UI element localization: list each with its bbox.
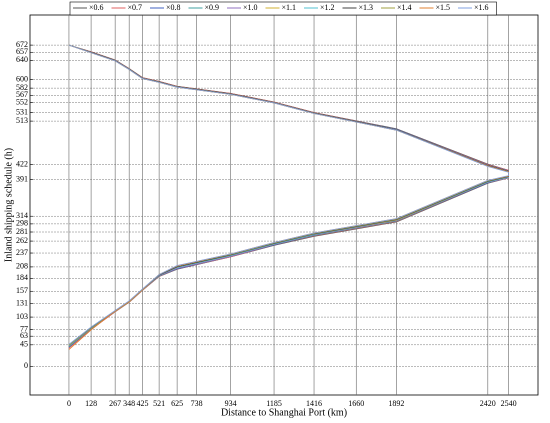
- x-axis-label: Distance to Shanghai Port (km): [221, 407, 347, 418]
- legend-label: ×0.7: [128, 3, 143, 12]
- y-tick-label: 262: [16, 236, 28, 245]
- y-tick-label: 184: [16, 273, 28, 282]
- y-tick-label: 422: [16, 159, 28, 168]
- series-line: [68, 44, 509, 347]
- x-tick-label: 0: [67, 399, 71, 408]
- x-tick-label: 1660: [348, 399, 364, 408]
- y-tick-label: 157: [16, 286, 28, 295]
- legend-label: ×1.5: [436, 3, 451, 12]
- legend-label: ×1.1: [282, 3, 297, 12]
- legend-label: ×1.0: [243, 3, 258, 12]
- y-tick-label: 281: [16, 227, 28, 236]
- legend-label: ×0.9: [205, 3, 220, 12]
- y-tick-label: 391: [16, 174, 28, 183]
- x-tick-label: 348: [123, 399, 135, 408]
- x-tick-label: 1892: [388, 399, 404, 408]
- y-tick-label: 567: [16, 90, 28, 99]
- series-line: [68, 44, 509, 348]
- y-tick-label: 513: [16, 116, 28, 125]
- y-tick-label: 314: [16, 211, 28, 220]
- y-tick-label: 237: [16, 248, 28, 257]
- legend-label: ×1.6: [474, 3, 489, 12]
- x-tick-label: 1416: [306, 399, 322, 408]
- series-line: [68, 44, 509, 348]
- x-tick-label: 128: [85, 399, 97, 408]
- y-tick-label: 657: [16, 47, 28, 56]
- series-line: [68, 44, 509, 348]
- x-tick-label: 625: [171, 399, 183, 408]
- legend-label: ×1.2: [320, 3, 335, 12]
- y-tick-label: 103: [16, 312, 28, 321]
- y-tick-label: 63: [20, 331, 28, 340]
- y-tick-label: 0: [24, 361, 28, 370]
- y-tick-label: 531: [16, 107, 28, 116]
- legend-label: ×1.4: [397, 3, 412, 12]
- x-tick-label: 934: [225, 399, 237, 408]
- x-tick-label: 2420: [480, 399, 496, 408]
- y-tick-label: 77: [20, 324, 28, 333]
- y-axis-label: Inland shipping schedule (h): [3, 148, 14, 262]
- x-tick-label: 267: [109, 399, 121, 408]
- x-tick-label: 1185: [266, 399, 282, 408]
- y-tick-label: 640: [16, 55, 28, 64]
- y-tick-label: 298: [16, 219, 28, 228]
- x-tick-label: 521: [153, 399, 165, 408]
- series-line: [68, 44, 509, 346]
- series-line: [68, 44, 509, 347]
- series-line: [68, 44, 509, 347]
- legend-label: ×1.3: [359, 3, 374, 12]
- y-tick-label: 208: [16, 262, 28, 271]
- x-tick-label: 2540: [501, 399, 517, 408]
- y-tick-label: 131: [16, 299, 28, 308]
- legend-label: ×0.8: [166, 3, 181, 12]
- legend-box: [69, 1, 497, 16]
- y-tick-label: 600: [16, 74, 28, 83]
- legend-label: ×0.6: [89, 3, 104, 12]
- y-tick-label: 672: [16, 40, 28, 49]
- series-line: [68, 44, 509, 345]
- y-tick-label: 552: [16, 97, 28, 106]
- x-tick-label: 738: [191, 399, 203, 408]
- y-tick-label: 582: [16, 83, 28, 92]
- plot-frame: [29, 14, 539, 396]
- x-tick-label: 425: [137, 399, 149, 408]
- series-line: [68, 44, 509, 346]
- series-line: [68, 44, 509, 349]
- y-tick-label: 45: [20, 340, 28, 349]
